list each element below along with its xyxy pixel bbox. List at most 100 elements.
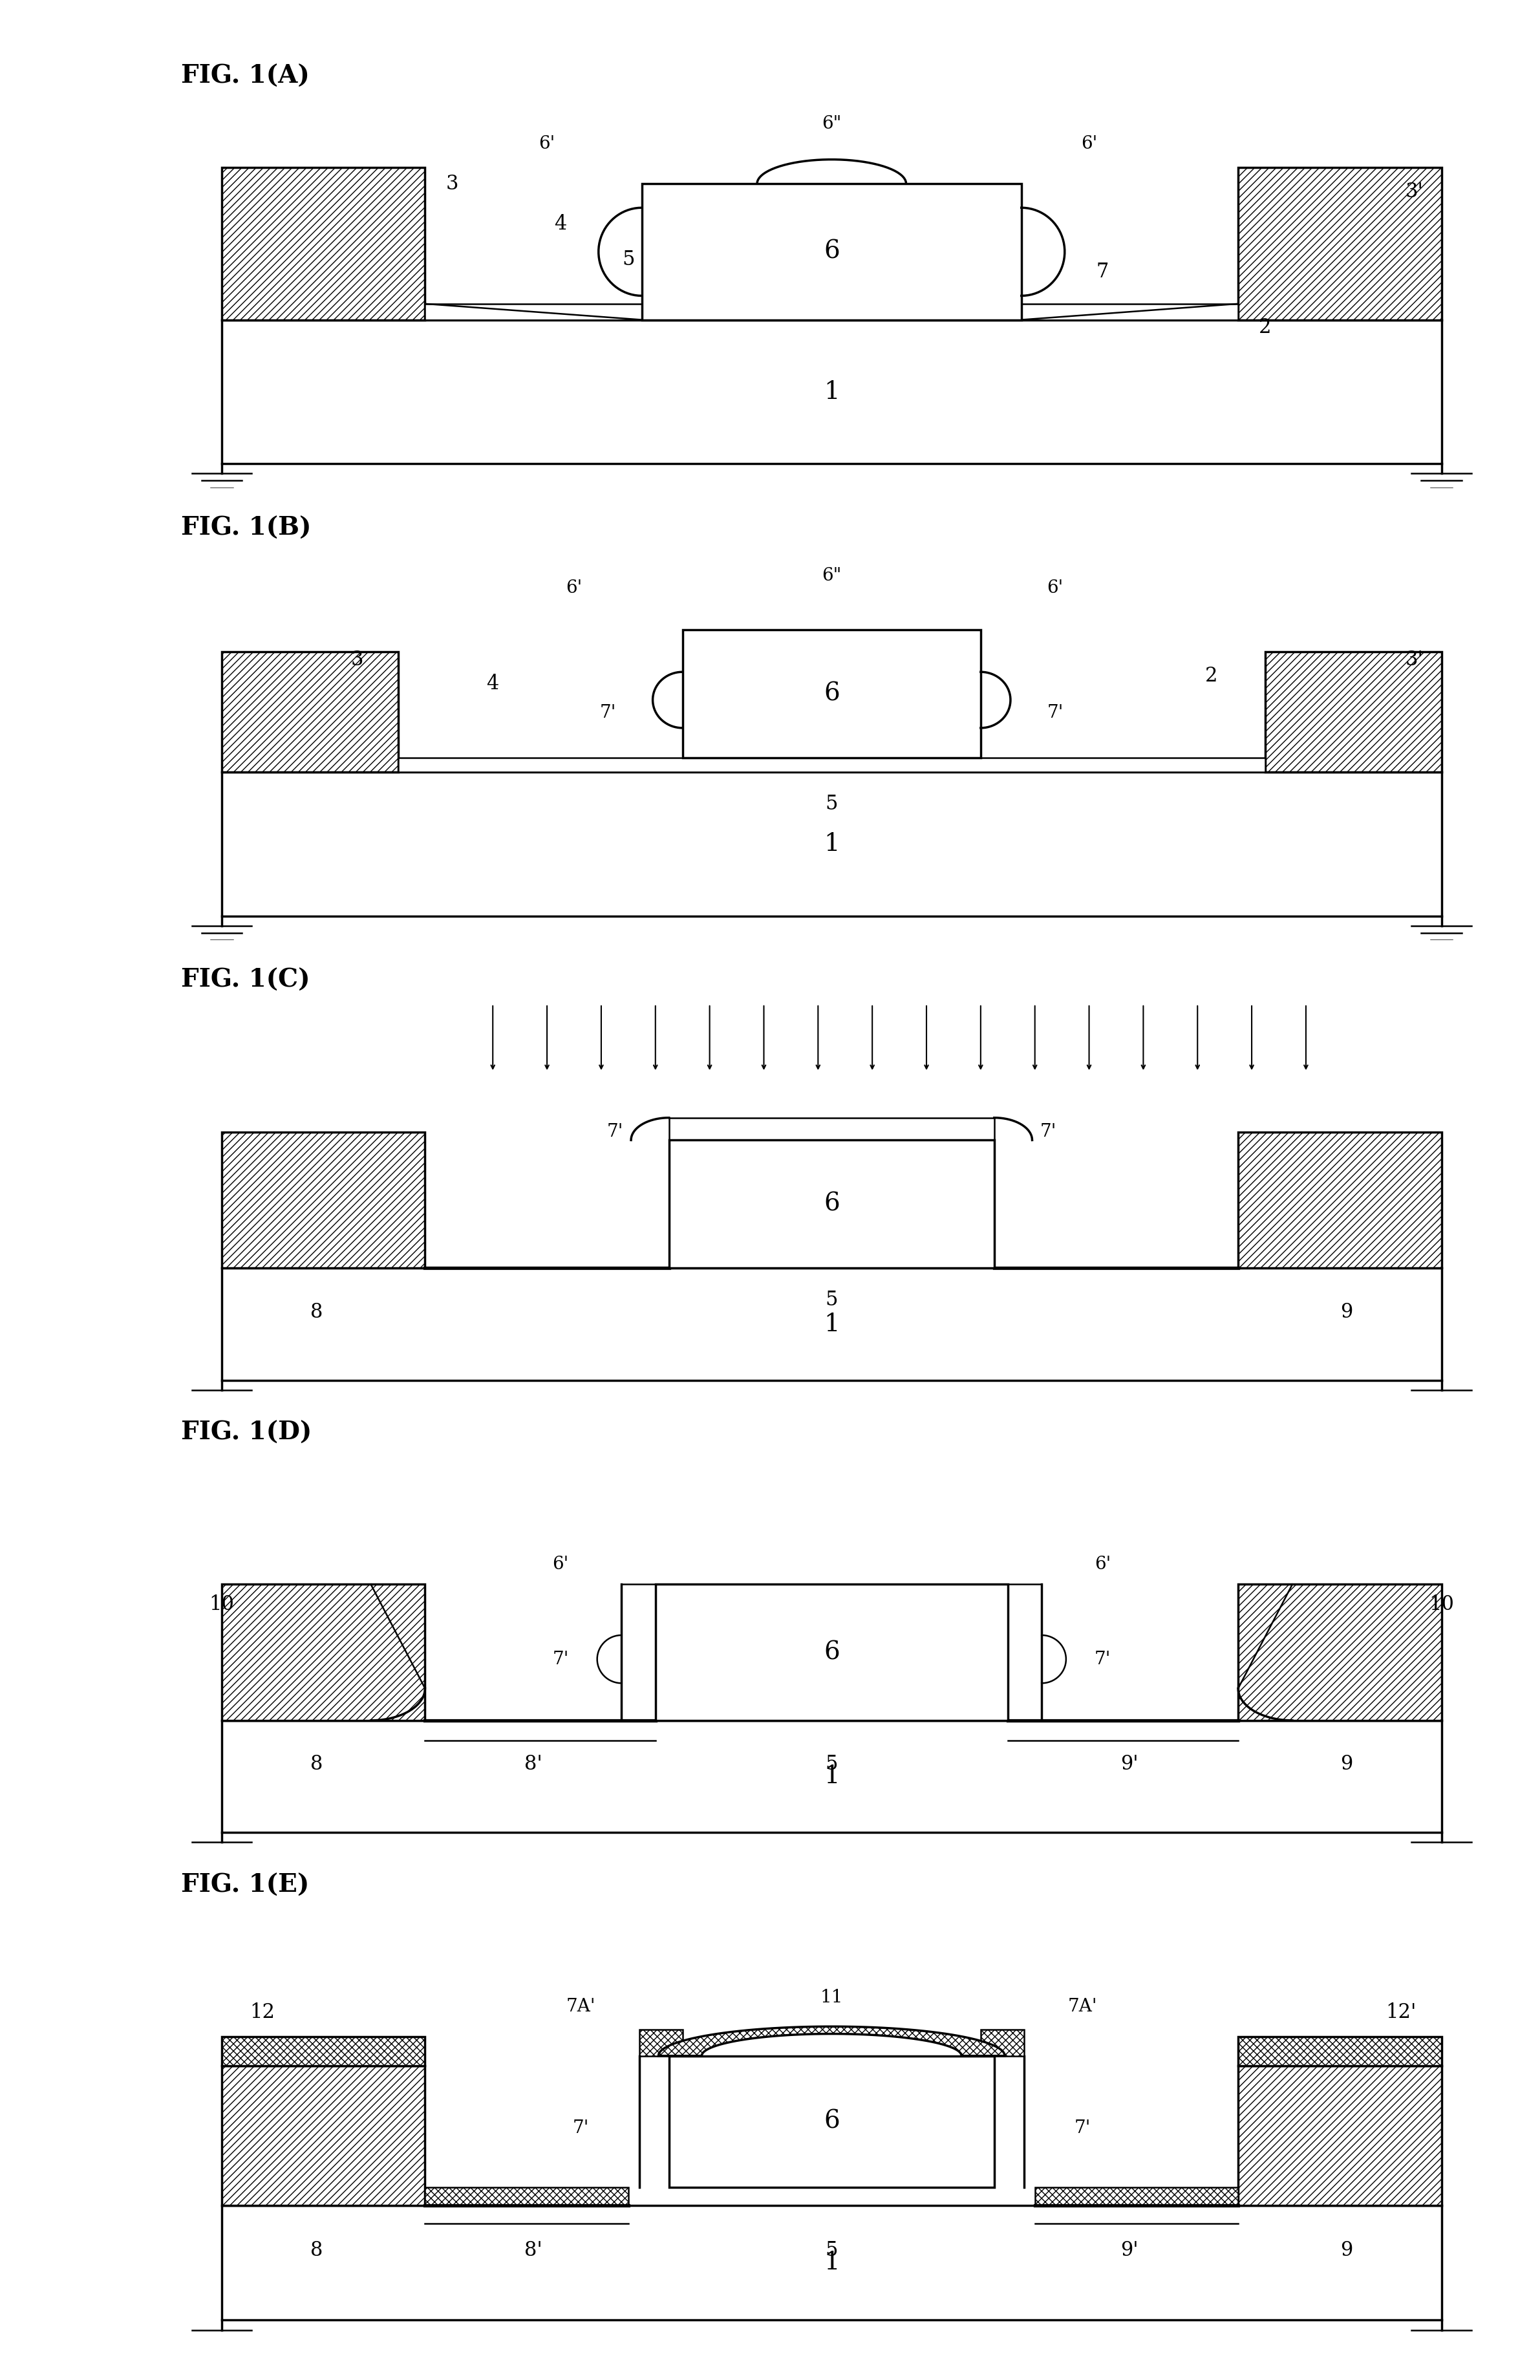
Bar — [222, 1721, 1441, 1833]
Bar — [1238, 2066, 1441, 2206]
Text: 3: 3 — [351, 650, 363, 669]
Text: 6': 6' — [1047, 578, 1064, 597]
Text: 10: 10 — [1429, 1595, 1454, 1614]
Bar — [397, 757, 1266, 771]
Text: 6: 6 — [824, 2109, 839, 2132]
Bar — [1266, 652, 1441, 771]
Text: 9': 9' — [1121, 1754, 1138, 1775]
Bar — [222, 652, 397, 771]
Bar — [222, 2037, 425, 2066]
Bar — [1238, 167, 1441, 319]
Text: 4: 4 — [554, 214, 567, 233]
Bar — [668, 1140, 995, 1269]
Text: 7': 7' — [573, 2118, 590, 2137]
Text: 9: 9 — [1340, 2240, 1352, 2261]
Text: 9': 9' — [1121, 2240, 1138, 2261]
Bar — [222, 167, 425, 319]
Bar — [1238, 1585, 1441, 1721]
Bar — [639, 2030, 682, 2056]
Bar — [222, 1585, 425, 1721]
Text: FIG. 1(A): FIG. 1(A) — [182, 64, 310, 88]
Bar — [1238, 1585, 1441, 1721]
Text: 7A': 7A' — [567, 1997, 596, 2016]
Text: 5: 5 — [622, 250, 634, 269]
Text: FIG. 1(D): FIG. 1(D) — [182, 1421, 313, 1445]
Bar — [222, 1269, 1441, 1380]
Bar — [222, 2037, 425, 2066]
Bar — [425, 2187, 628, 2206]
Text: 6': 6' — [1081, 136, 1098, 152]
Text: 2: 2 — [1204, 666, 1217, 685]
Text: 3': 3' — [1406, 181, 1423, 202]
Bar — [1035, 2187, 1238, 2206]
Text: 10: 10 — [209, 1595, 234, 1614]
Text: 3': 3' — [1406, 650, 1423, 669]
Text: 6: 6 — [824, 1640, 839, 1664]
Text: 7': 7' — [607, 1123, 624, 1140]
Bar — [682, 628, 981, 757]
Text: 8: 8 — [311, 2240, 323, 2261]
Bar — [222, 652, 397, 771]
Text: 8': 8' — [525, 1754, 542, 1775]
Text: 7': 7' — [553, 1649, 568, 1668]
Bar — [639, 2030, 682, 2056]
Text: 7': 7' — [1073, 2118, 1090, 2137]
Polygon shape — [659, 2025, 1004, 2056]
Bar — [1238, 1133, 1441, 1269]
Bar — [425, 305, 736, 319]
Text: 7': 7' — [1040, 1123, 1056, 1140]
Text: 1: 1 — [824, 2251, 839, 2275]
Bar — [1035, 2187, 1238, 2206]
Bar — [981, 2030, 1024, 2056]
Bar — [222, 1585, 425, 1721]
Text: 1: 1 — [824, 1764, 839, 1787]
Text: 6': 6' — [1095, 1557, 1110, 1573]
Text: 5: 5 — [825, 795, 838, 814]
Text: 7: 7 — [1096, 262, 1109, 281]
Bar — [656, 1585, 1007, 1721]
Text: 7': 7' — [599, 704, 616, 721]
Text: 8': 8' — [525, 2240, 542, 2261]
Bar — [222, 1133, 425, 1269]
Text: 6': 6' — [553, 1557, 568, 1573]
Text: 7': 7' — [1095, 1649, 1110, 1668]
Text: 4: 4 — [487, 674, 499, 695]
Text: 2: 2 — [1260, 319, 1272, 338]
Bar — [222, 1133, 425, 1269]
Text: 12: 12 — [249, 2002, 276, 2023]
Text: 1: 1 — [824, 381, 839, 405]
Bar — [222, 319, 1441, 464]
Text: FIG. 1(B): FIG. 1(B) — [182, 516, 311, 540]
Bar — [1238, 2066, 1441, 2206]
Text: 8: 8 — [311, 1754, 323, 1775]
Bar — [222, 2206, 1441, 2320]
Text: 5: 5 — [825, 2240, 838, 2261]
Text: 6': 6' — [565, 578, 582, 597]
Text: 6: 6 — [824, 681, 839, 704]
Text: 1: 1 — [824, 1311, 839, 1335]
Bar — [981, 2030, 1024, 2056]
Text: 6": 6" — [822, 114, 841, 133]
Bar — [668, 2056, 995, 2187]
Text: 5: 5 — [825, 1290, 838, 1311]
Bar — [1238, 1133, 1441, 1269]
Text: 6": 6" — [822, 566, 841, 585]
Text: 7': 7' — [1047, 704, 1064, 721]
Bar — [222, 167, 425, 319]
Text: 7A': 7A' — [1067, 1997, 1096, 2016]
Bar — [642, 183, 1021, 319]
Bar — [1238, 167, 1441, 319]
Bar — [222, 2066, 425, 2206]
Text: 6: 6 — [824, 240, 839, 264]
Text: 6: 6 — [824, 1192, 839, 1216]
Bar — [1238, 2037, 1441, 2066]
Text: 6': 6' — [539, 136, 556, 152]
Text: 5: 5 — [825, 1754, 838, 1775]
Text: FIG. 1(E): FIG. 1(E) — [182, 1873, 310, 1897]
Text: 12': 12' — [1386, 2002, 1417, 2023]
Text: 9: 9 — [1340, 1302, 1352, 1323]
Text: 11: 11 — [821, 1990, 842, 2006]
Bar — [222, 771, 1441, 916]
Bar — [222, 2066, 425, 2206]
Text: 3: 3 — [447, 174, 459, 193]
